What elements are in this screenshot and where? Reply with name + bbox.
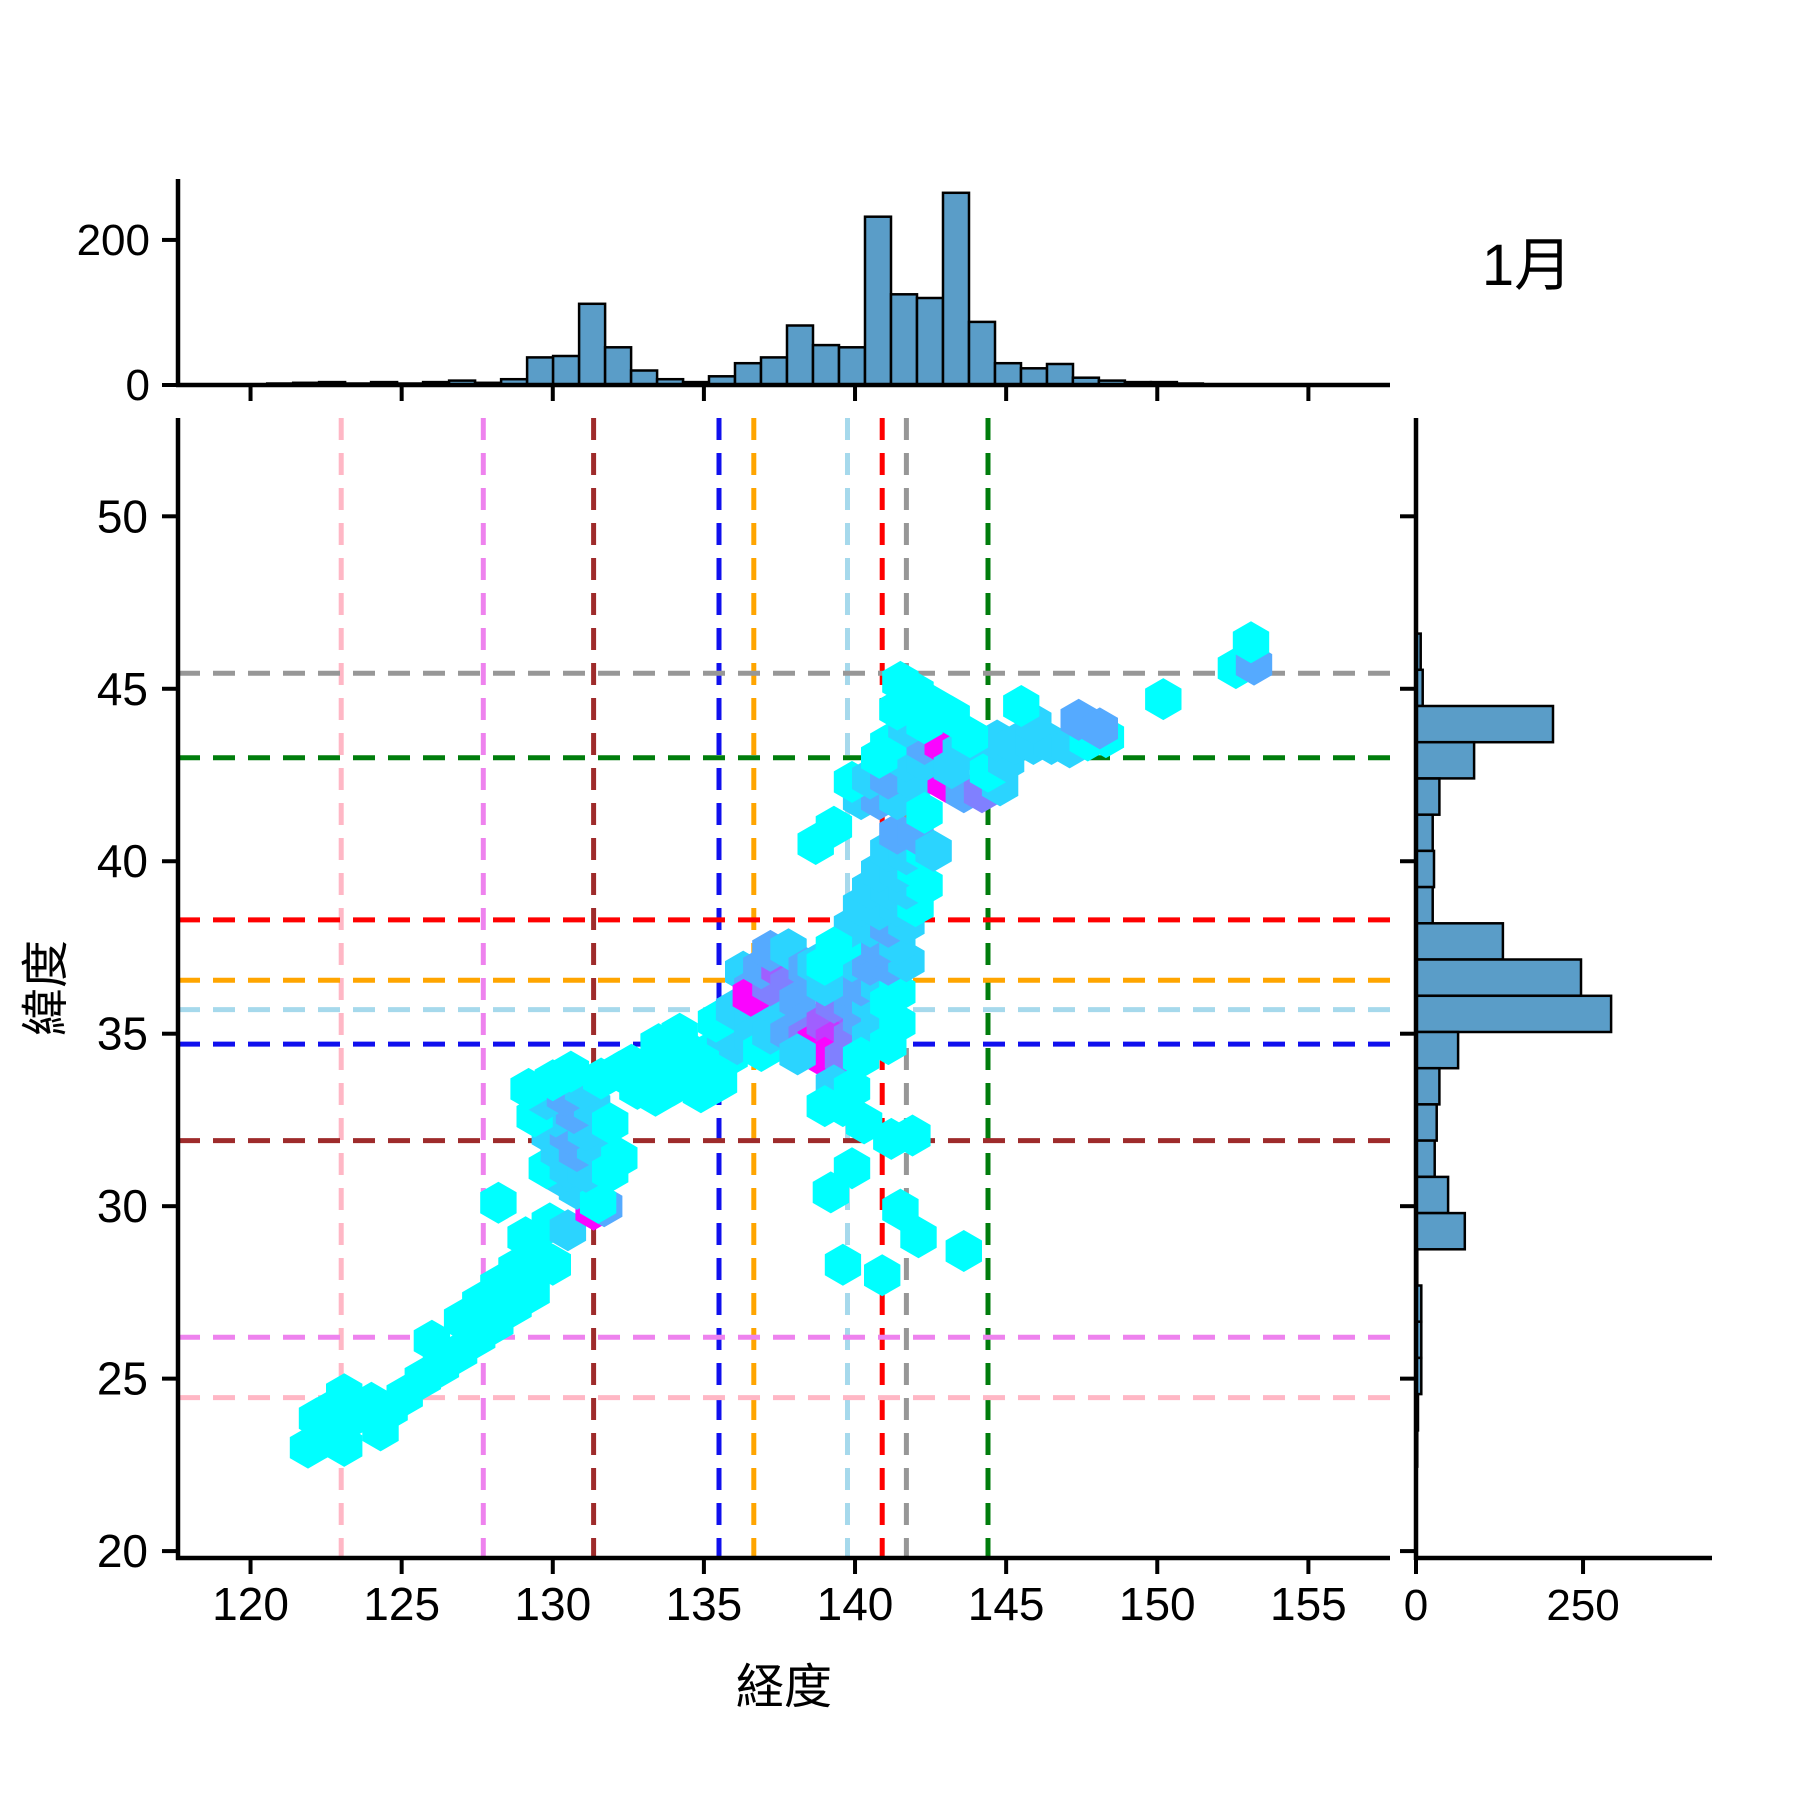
- top-hist-bar: [1019, 367, 1049, 387]
- hexbin-cell: [1232, 621, 1270, 664]
- top-hist-bar: [837, 346, 867, 387]
- y-axis-label: 緯度: [20, 940, 73, 1036]
- top-hist-bar: [889, 293, 919, 387]
- main-x-tick-label: 130: [514, 1578, 591, 1630]
- top-hist-bar: [525, 356, 555, 387]
- main-y-tick-label: 35: [97, 1008, 148, 1060]
- main-y-tick-label: 40: [97, 835, 148, 887]
- hexbin-cell: [413, 1319, 451, 1362]
- right-hist-bar: [1414, 994, 1613, 1034]
- main-x-tick-label: 150: [1119, 1578, 1196, 1630]
- hexbin-cell: [882, 660, 919, 703]
- hexbin-cell: [592, 1102, 629, 1145]
- right-hist-tick-label: 250: [1546, 1581, 1619, 1630]
- right-hist-bar: [1414, 777, 1441, 816]
- plot-title: 1月: [1482, 233, 1572, 298]
- hexbin-cell: [815, 805, 853, 848]
- main-y-tick-label: 50: [97, 490, 148, 542]
- main-x-tick-label: 145: [968, 1578, 1045, 1630]
- hexbin-cell: [362, 1409, 399, 1452]
- top-hist-tick-label: 0: [126, 361, 150, 410]
- top-hist-bar: [551, 354, 581, 387]
- hexbin-cell: [1003, 685, 1040, 727]
- hexbin-cell: [864, 1254, 901, 1297]
- main-y-tick-label: 30: [97, 1180, 148, 1232]
- right-hist-tick-label: 0: [1404, 1581, 1428, 1630]
- hexbin-cell: [915, 829, 952, 872]
- right-hist-bar: [1414, 813, 1434, 853]
- main-y-tick-label: 25: [97, 1353, 148, 1405]
- main-x-tick-label: 120: [212, 1578, 289, 1630]
- x-axis-label: 経度: [736, 1661, 832, 1714]
- hexbin-cell: [806, 943, 843, 986]
- main-x-tick-label: 140: [817, 1578, 894, 1630]
- hexbin-cell: [882, 1188, 919, 1231]
- main-y-tick-label: 20: [97, 1525, 148, 1577]
- right-hist-bar: [1414, 704, 1555, 744]
- top-hist-bar: [759, 356, 789, 387]
- top-hist-bar: [863, 215, 893, 387]
- hexbin-cell: [579, 1181, 617, 1224]
- top-hist-tick-label: 200: [77, 216, 150, 265]
- hexbin-cell: [1145, 678, 1182, 721]
- top-hist-bar: [733, 361, 763, 387]
- top-hist-bar: [967, 320, 997, 387]
- top-hist-bar: [785, 324, 815, 387]
- hexbin-cell: [945, 1230, 982, 1272]
- top-hist-bar: [993, 361, 1023, 387]
- hexbin-cell: [900, 1216, 937, 1259]
- hexbin-cell: [480, 1181, 517, 1224]
- main-x-tick-label: 155: [1270, 1578, 1347, 1630]
- main-y-tick-label: 45: [97, 663, 148, 715]
- top-hist-bar: [915, 296, 945, 387]
- right-hist-bar: [1414, 885, 1434, 925]
- main-x-tick-label: 125: [363, 1578, 440, 1630]
- hexbin-cell: [779, 1033, 816, 1076]
- right-hist-bar: [1414, 849, 1436, 889]
- hexbin-cell: [661, 1012, 698, 1055]
- hexbin-cell: [894, 1114, 931, 1157]
- right-hist-bar: [1414, 1103, 1438, 1142]
- top-hist-bar: [811, 343, 841, 387]
- hexbin-cell: [552, 1050, 590, 1093]
- right-hist-bar: [1414, 922, 1505, 961]
- top-hist-bar: [577, 302, 607, 387]
- hexbin-cell: [326, 1373, 363, 1416]
- right-hist-bar: [1414, 1066, 1441, 1106]
- top-hist-bar: [603, 346, 633, 387]
- right-hist-bar: [1414, 1030, 1460, 1070]
- hexbin-cell: [933, 695, 970, 738]
- right-hist-bar: [1414, 958, 1583, 997]
- hexbin-cell: [879, 1002, 916, 1045]
- right-hist-bar: [1414, 1175, 1450, 1215]
- top-hist-bar: [1045, 362, 1075, 387]
- hexbin-cell: [592, 1150, 629, 1193]
- right-hist-bar: [1414, 740, 1476, 780]
- hexbin-cell: [861, 736, 898, 779]
- hexbin-cell: [812, 1171, 849, 1214]
- right-hist-bar: [1414, 1139, 1436, 1179]
- hexbin-cell: [906, 791, 943, 834]
- top-hist-bar: [941, 191, 971, 387]
- hexbin-cell: [933, 747, 970, 790]
- right-hist-bar: [1414, 1211, 1467, 1251]
- hexbin-cell: [824, 1243, 862, 1286]
- main-x-tick-label: 135: [666, 1578, 743, 1630]
- hexbin-cell: [700, 1061, 738, 1103]
- hexbin-cell: [1081, 707, 1118, 750]
- hexbin-cell: [534, 1243, 571, 1286]
